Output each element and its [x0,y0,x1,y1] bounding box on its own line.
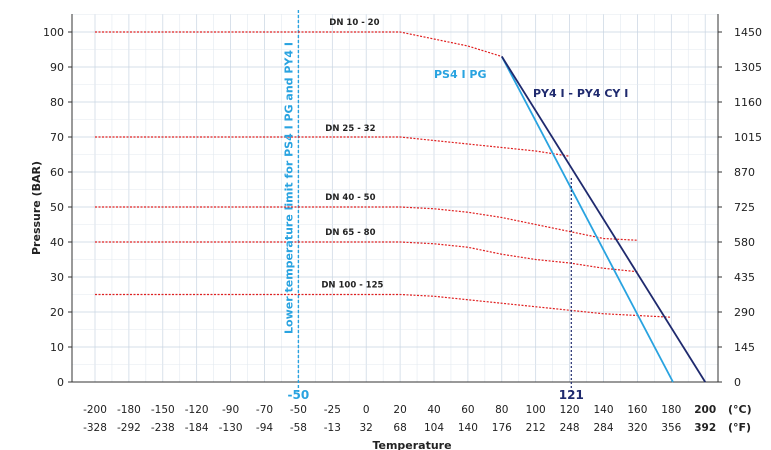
x-tick-label-fahrenheit: -13 [324,422,341,434]
x-tick-label-fahrenheit: 32 [360,422,373,434]
x-tick-label-celsius: -70 [256,404,273,416]
series-label-dn65-80: DN 65 - 80 [325,228,375,238]
y-tick-label-left: 50 [50,201,64,214]
x-tick-label-fahrenheit: 68 [393,422,406,434]
y-tick-label-right: 1450 [734,26,762,39]
y-tick-label-left: 20 [50,306,64,319]
y-tick-label-right: 580 [734,236,755,249]
x-tick-label-fahrenheit: 104 [424,422,444,434]
labels-layer: Lower temperature limit for PS4 I PG and… [282,18,628,402]
x-tick-label-fahrenheit: 284 [593,422,613,434]
marker-121-label: 121 [559,388,584,402]
x-tick-label-celsius: -200 [83,404,107,416]
x-tick-label-fahrenheit: -184 [185,422,209,434]
x-tick-label-celsius: 0 [363,404,370,416]
x-tick-label-fahrenheit: 140 [458,422,478,434]
x-tick-label-celsius: 120 [560,404,580,416]
x-tick-label-fahrenheit: 248 [560,422,580,434]
y-tick-label-left: 80 [50,96,64,109]
x-tick-label-celsius: -90 [222,404,239,416]
y-tick-label-right: 0 [734,376,741,389]
y-tick-label-right: 1160 [734,96,762,109]
axes: 0 10 20 30 40 50 60 70 80 90 100 0 145 290 435 580 725 87… [30,14,762,450]
x-tick-label-fahrenheit: -130 [219,422,243,434]
x-tick-label-celsius: 40 [427,404,440,416]
x-tick-label-celsius: 100 [526,404,546,416]
series-line-py4i [501,56,706,383]
y-tick-label-left: 100 [43,26,64,39]
x-tick-label-celsius: 20 [393,404,406,416]
x-tick-label-celsius: 60 [461,404,474,416]
y-tick-label-left: 10 [50,341,64,354]
x-tick-label-celsius: -50 [290,404,307,416]
x-tick-label-celsius: -180 [117,404,141,416]
y-tick-label-left: 40 [50,236,64,249]
x-tick-label-fahrenheit: 176 [492,422,512,434]
lower-limit-marker: -50 [288,388,310,402]
x-tick-label-fahrenheit: -58 [290,422,307,434]
series-line-dn65-80 [95,241,638,273]
grid [72,14,718,383]
x-unit-celsius: (°C) [728,403,752,416]
x-tick-label-celsius: 140 [593,404,613,416]
y-tick-label-right: 870 [734,166,755,179]
series-label-py4i: PY4 I - PY4 CY I [533,87,628,100]
y-tick-label-left: 30 [50,271,64,284]
y-tick-label-right: 725 [734,201,755,214]
x-tick-label-celsius: -150 [151,404,175,416]
series-line-dn100-125 [95,293,672,318]
y-tick-label-right: 1305 [734,61,762,74]
series-label-dn100-125: DN 100 - 125 [321,281,383,291]
series-line-dn40-50 [95,206,638,241]
x-tick-label-celsius: 180 [661,404,681,416]
series-label-dn40-50: DN 40 - 50 [325,193,375,203]
x-tick-label-celsius: 160 [627,404,647,416]
series-label-ps4ipg: PS4 I PG [434,68,486,81]
y-tick-label-left: 90 [50,61,64,74]
lower-limit-label: Lower temperature limit for PS4 I PG and… [282,42,295,334]
series-line-ps4ipg [501,56,674,383]
x-tick-label-fahrenheit: 320 [627,422,647,434]
x-tick-label-fahrenheit: -292 [117,422,141,434]
series-line-dn25-32 [95,136,570,157]
x-unit-fahrenheit: (°F) [728,421,751,434]
x-tick-label-celsius: 80 [495,404,508,416]
x-tick-label-fahrenheit: 356 [661,422,681,434]
y-tick-label-right: 145 [734,341,755,354]
y-axis-title: Pressure (BAR) [30,161,43,255]
y-tick-label-left: 60 [50,166,64,179]
y-tick-label-right: 1015 [734,131,762,144]
series-label-dn25-32: DN 25 - 32 [325,124,375,134]
x-tick-label-fahrenheit: -238 [151,422,175,434]
y-tick-label-left: 0 [57,376,64,389]
x-tick-label-fahrenheit: 212 [526,422,546,434]
y-tick-label-right: 435 [734,271,755,284]
x-axis-title: Temperature [372,439,451,450]
series-line-dn10-20 [95,31,502,58]
y-tick-label-right: 290 [734,306,755,319]
x-tick-label-fahrenheit: 392 [694,422,716,434]
series-label-dn10-20: DN 10 - 20 [329,18,379,28]
x-tick-label-celsius: -25 [324,404,341,416]
series-layer [95,10,706,392]
y-tick-label-left: 70 [50,131,64,144]
x-tick-label-celsius: -120 [185,404,209,416]
x-tick-label-fahrenheit: -94 [256,422,273,434]
x-tick-label-fahrenheit: -328 [83,422,107,434]
x-tick-label-celsius: 200 [694,404,716,416]
